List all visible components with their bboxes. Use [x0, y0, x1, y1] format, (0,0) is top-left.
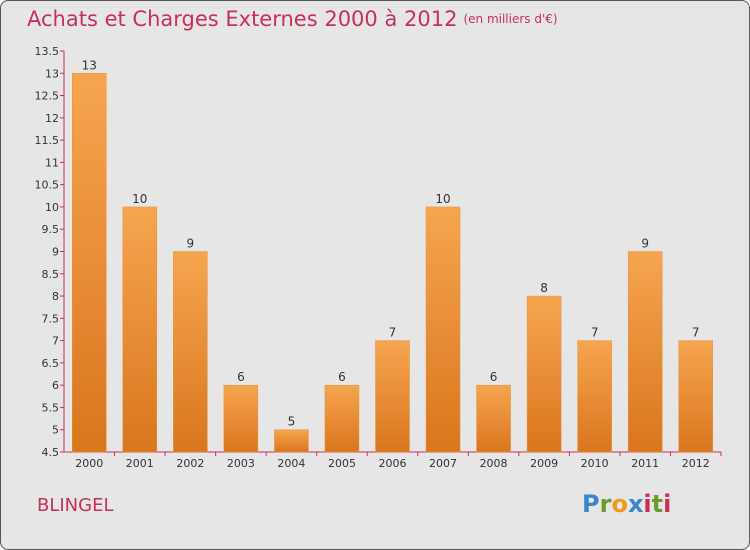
bar-value-label: 5 — [288, 415, 296, 429]
y-tick-label: 4.5 — [42, 446, 60, 459]
bar — [375, 340, 410, 453]
bar-value-label: 7 — [692, 326, 700, 340]
y-tick-label: 7 — [52, 335, 59, 348]
x-tick-label: 2009 — [530, 457, 558, 470]
commune-name: BLINGEL — [37, 495, 114, 516]
bar — [274, 429, 309, 453]
bar-value-label: 6 — [338, 370, 346, 384]
x-tick-label: 2001 — [126, 457, 154, 470]
bar — [476, 384, 511, 453]
bar-value-label: 7 — [591, 326, 599, 340]
bar — [627, 251, 663, 453]
y-tick-label: 6.5 — [42, 357, 60, 370]
y-tick-label: 9 — [52, 246, 59, 259]
bar-value-label: 13 — [82, 58, 97, 72]
bar — [425, 206, 461, 453]
bar-value-label: 10 — [435, 192, 450, 206]
x-tick-label: 2006 — [379, 457, 407, 470]
bar — [72, 73, 107, 453]
proxiti-logo: Proxiti — [582, 490, 672, 518]
y-tick-label: 7.5 — [42, 312, 60, 325]
bar-value-label: 6 — [237, 370, 245, 384]
bar — [223, 384, 259, 453]
bar-value-label: 9 — [641, 237, 649, 251]
chart-title-text: Achats et Charges Externes 2000 à 2012 — [27, 7, 458, 31]
x-tick-label: 2000 — [75, 457, 103, 470]
chart-subtitle: (en milliers d'€) — [463, 12, 558, 26]
bar — [122, 206, 158, 453]
y-tick-label: 5 — [52, 424, 59, 437]
axes: 4.5 5 5.5 6 6.5 7 7.5 8 8.5 9 9.5 10 10.5 11 11.5 12 12.… — [35, 45, 722, 470]
y-tick-label: 11 — [45, 156, 59, 169]
bar — [577, 340, 612, 453]
y-tick-label: 13 — [45, 67, 59, 80]
bar-value-label: 7 — [389, 326, 397, 340]
x-tick-label: 2003 — [227, 457, 255, 470]
chart-title: Achats et Charges Externes 2000 à 2012 (e… — [27, 7, 558, 31]
bar — [324, 384, 360, 453]
x-tick-label: 2008 — [480, 457, 508, 470]
y-tick-label: 8.5 — [42, 268, 60, 281]
bar-value-label: 6 — [490, 370, 498, 384]
bar — [526, 295, 562, 453]
y-tick-label: 12.5 — [35, 90, 60, 103]
x-tick-label: 2011 — [631, 457, 659, 470]
y-tick-label: 9.5 — [42, 223, 60, 236]
y-tick-label: 6 — [52, 379, 59, 392]
y-tick-label: 5.5 — [42, 401, 60, 414]
x-tick-label: 2010 — [581, 457, 609, 470]
y-tick-label: 13.5 — [35, 45, 60, 58]
bar-value-label: 9 — [187, 237, 195, 251]
bar-value-label: 10 — [132, 192, 147, 206]
x-tick-label: 2005 — [328, 457, 356, 470]
bar-value-label: 8 — [540, 281, 548, 295]
x-tick-label: 2004 — [277, 457, 305, 470]
bars: 13 10 9 6 5 6 7 10 6 8 7 9 7 — [72, 58, 713, 453]
y-tick-label: 10.5 — [35, 179, 60, 192]
x-tick-label: 2012 — [682, 457, 710, 470]
x-tick-label: 2002 — [176, 457, 204, 470]
y-tick-label: 8 — [52, 290, 59, 303]
y-tick-label: 10 — [45, 201, 59, 214]
x-tick-label: 2007 — [429, 457, 457, 470]
y-tick-label: 12 — [45, 112, 59, 125]
bar — [173, 251, 208, 453]
y-tick-label: 11.5 — [35, 134, 60, 147]
bar — [678, 340, 713, 453]
